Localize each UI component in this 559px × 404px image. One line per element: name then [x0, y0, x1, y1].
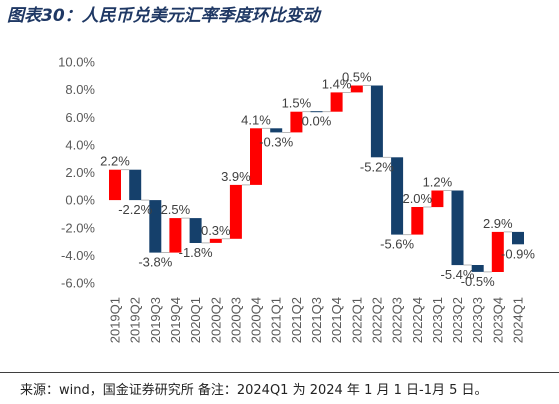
x-tick-label-2020Q2: 2020Q2	[208, 297, 223, 343]
bar-2023Q3	[471, 265, 484, 272]
y-tick-label: 8.0%	[65, 82, 95, 97]
x-tick-label-2019Q2: 2019Q2	[128, 297, 143, 343]
x-tick-label-2024Q1: 2024Q1	[511, 297, 526, 343]
data-label-2020Q4: 4.1%	[241, 112, 271, 127]
data-label-2019Q3: -3.8%	[138, 255, 172, 270]
data-label-2020Q2: 0.3%	[201, 223, 231, 238]
bar-2020Q2	[209, 238, 222, 243]
x-tick-label-2020Q1: 2020Q1	[188, 297, 203, 343]
data-label-2021Q3: 0.0%	[302, 114, 332, 129]
x-tick-label-2022Q2: 2022Q2	[369, 297, 384, 343]
bar-2019Q2	[129, 169, 142, 201]
x-tick-label-2022Q4: 2022Q4	[410, 297, 425, 343]
data-label-2020Q3: 3.9%	[221, 169, 251, 184]
y-tick-label: -6.0%	[61, 276, 95, 291]
data-label-2022Q3: -5.6%	[380, 237, 414, 252]
x-tick-label-2021Q3: 2021Q3	[309, 297, 324, 343]
x-tick-label-2019Q3: 2019Q3	[148, 297, 163, 343]
x-axis: 2019Q1 2019Q2 2019Q3 2019Q4 2020Q1 2020Q2 2020…	[108, 297, 526, 343]
bars	[109, 85, 524, 272]
x-tick-label-2023Q4: 2023Q4	[490, 297, 505, 343]
y-tick-label: 0.0%	[65, 193, 95, 208]
x-tick-label-2020Q4: 2020Q4	[249, 297, 264, 343]
y-tick-label: 10.0%	[58, 55, 95, 70]
bar-2020Q3	[229, 184, 242, 239]
bar-2019Q1	[109, 169, 121, 201]
bar-2020Q1	[189, 218, 202, 243]
x-tick-label-2022Q1: 2022Q1	[349, 297, 364, 343]
x-tick-label-2023Q2: 2023Q2	[450, 297, 465, 343]
footer-rule	[0, 372, 559, 373]
bar-2022Q1	[350, 85, 363, 93]
data-label-2022Q1: 0.5%	[342, 70, 372, 85]
data-labels: 2.2% -2.2% -3.8% 2.5% -1.8% 0.3% 3.9% 4.1% -0.3%…	[100, 70, 535, 289]
x-tick-label-2020Q3: 2020Q3	[228, 297, 243, 343]
data-label-2019Q1: 2.2%	[100, 154, 130, 169]
x-tick-label-2022Q3: 2022Q3	[390, 297, 405, 343]
data-label-2020Q1: -1.8%	[179, 245, 213, 260]
y-tick-label: 6.0%	[65, 110, 95, 125]
bar-2021Q4	[330, 92, 343, 112]
bar-2019Q4	[169, 218, 182, 253]
data-label-2021Q4: 1.4%	[322, 76, 352, 91]
y-tick-label: 2.0%	[65, 165, 95, 180]
figure-title: 图表30：人民币兑美元汇率季度环比变动	[7, 6, 320, 26]
bar-2024Q1	[512, 231, 524, 245]
bar-2023Q2	[451, 190, 464, 266]
data-label-2024Q1: -0.9%	[501, 246, 535, 261]
y-tick-label: -4.0%	[61, 248, 95, 263]
x-tick-label-2023Q3: 2023Q3	[470, 297, 485, 343]
data-label-2019Q4: 2.5%	[161, 202, 191, 217]
data-label-2022Q4: 2.0%	[402, 191, 432, 206]
connector-lines	[121, 85, 512, 273]
data-label-2023Q3: -0.5%	[461, 274, 495, 289]
source-note: 来源：wind，国金证券研究所 备注：2024Q1 为 2024 年 1 月 1…	[20, 383, 488, 398]
data-label-2022Q2: -5.2%	[360, 159, 394, 174]
x-tick-label-2021Q2: 2021Q2	[289, 297, 304, 343]
bar-2023Q4	[491, 231, 504, 272]
bar-2021Q3	[310, 111, 323, 113]
waterfall-chart: 10.0% 8.0% 6.0% 4.0% 2.0% 0.0% -2.0% -4.0% -6.0%…	[58, 55, 535, 344]
data-label-2023Q2: -5.4%	[441, 267, 475, 282]
data-label-2021Q1: -0.3%	[259, 134, 293, 149]
bar-2022Q2	[370, 85, 383, 158]
bar-2022Q3	[391, 157, 404, 235]
data-label-2021Q2: 1.5%	[282, 96, 312, 111]
y-tick-label: 4.0%	[65, 137, 95, 152]
bar-2022Q4	[411, 207, 424, 235]
x-tick-label-2021Q1: 2021Q1	[269, 297, 284, 343]
x-tick-label-2019Q4: 2019Q4	[168, 297, 183, 343]
x-tick-label-2019Q1: 2019Q1	[108, 297, 123, 343]
bar-2023Q1	[431, 190, 444, 208]
y-tick-label: -2.0%	[61, 220, 95, 235]
bar-2021Q2	[290, 111, 303, 133]
x-tick-label-2023Q1: 2023Q1	[430, 297, 445, 343]
y-axis: 10.0% 8.0% 6.0% 4.0% 2.0% 0.0% -2.0% -4.0% -6.0%	[58, 55, 95, 291]
data-label-2023Q1: 1.2%	[423, 175, 453, 190]
x-tick-label-2021Q4: 2021Q4	[329, 297, 344, 343]
bar-2020Q4	[250, 128, 262, 185]
data-label-2019Q2: -2.2%	[118, 202, 152, 217]
bar-2019Q3	[149, 200, 162, 253]
bar-2021Q1	[270, 128, 283, 133]
data-label-2023Q4: 2.9%	[483, 216, 513, 231]
